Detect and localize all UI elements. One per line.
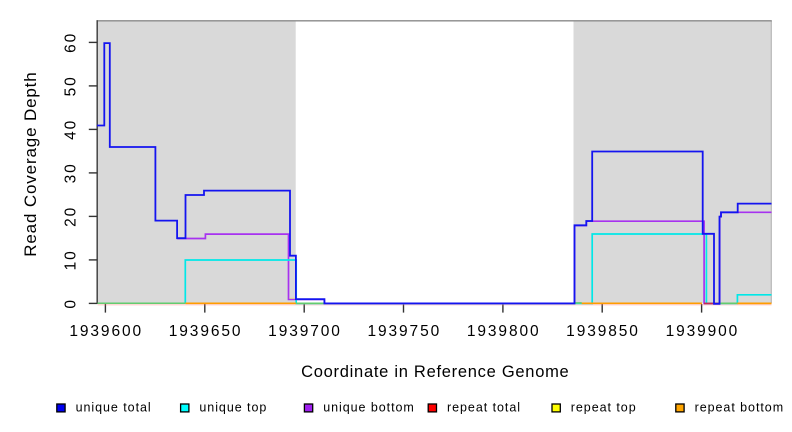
svg-text:1939600: 1939600 <box>69 323 143 340</box>
svg-text:1939900: 1939900 <box>666 323 740 340</box>
svg-text:50: 50 <box>63 75 80 96</box>
svg-text:20: 20 <box>63 206 80 227</box>
svg-text:1939850: 1939850 <box>566 323 640 340</box>
svg-text:1939700: 1939700 <box>268 323 342 340</box>
svg-text:unique top: unique top <box>199 401 267 415</box>
svg-text:repeat total: repeat total <box>447 401 521 415</box>
svg-text:Read Coverage Depth: Read Coverage Depth <box>21 71 40 256</box>
svg-text:unique total: unique total <box>76 401 152 415</box>
svg-text:1939750: 1939750 <box>367 323 441 340</box>
svg-text:repeat bottom: repeat bottom <box>695 401 784 415</box>
svg-text:1939650: 1939650 <box>169 323 243 340</box>
svg-text:1939800: 1939800 <box>467 323 541 340</box>
svg-text:40: 40 <box>63 119 80 140</box>
svg-text:30: 30 <box>63 162 80 183</box>
svg-text:10: 10 <box>63 249 80 270</box>
svg-text:0: 0 <box>63 298 80 309</box>
svg-text:unique bottom: unique bottom <box>323 401 415 415</box>
svg-text:Coordinate in Reference Genome: Coordinate in Reference Genome <box>301 363 569 381</box>
svg-text:repeat top: repeat top <box>571 401 637 415</box>
svg-text:60: 60 <box>63 32 80 53</box>
